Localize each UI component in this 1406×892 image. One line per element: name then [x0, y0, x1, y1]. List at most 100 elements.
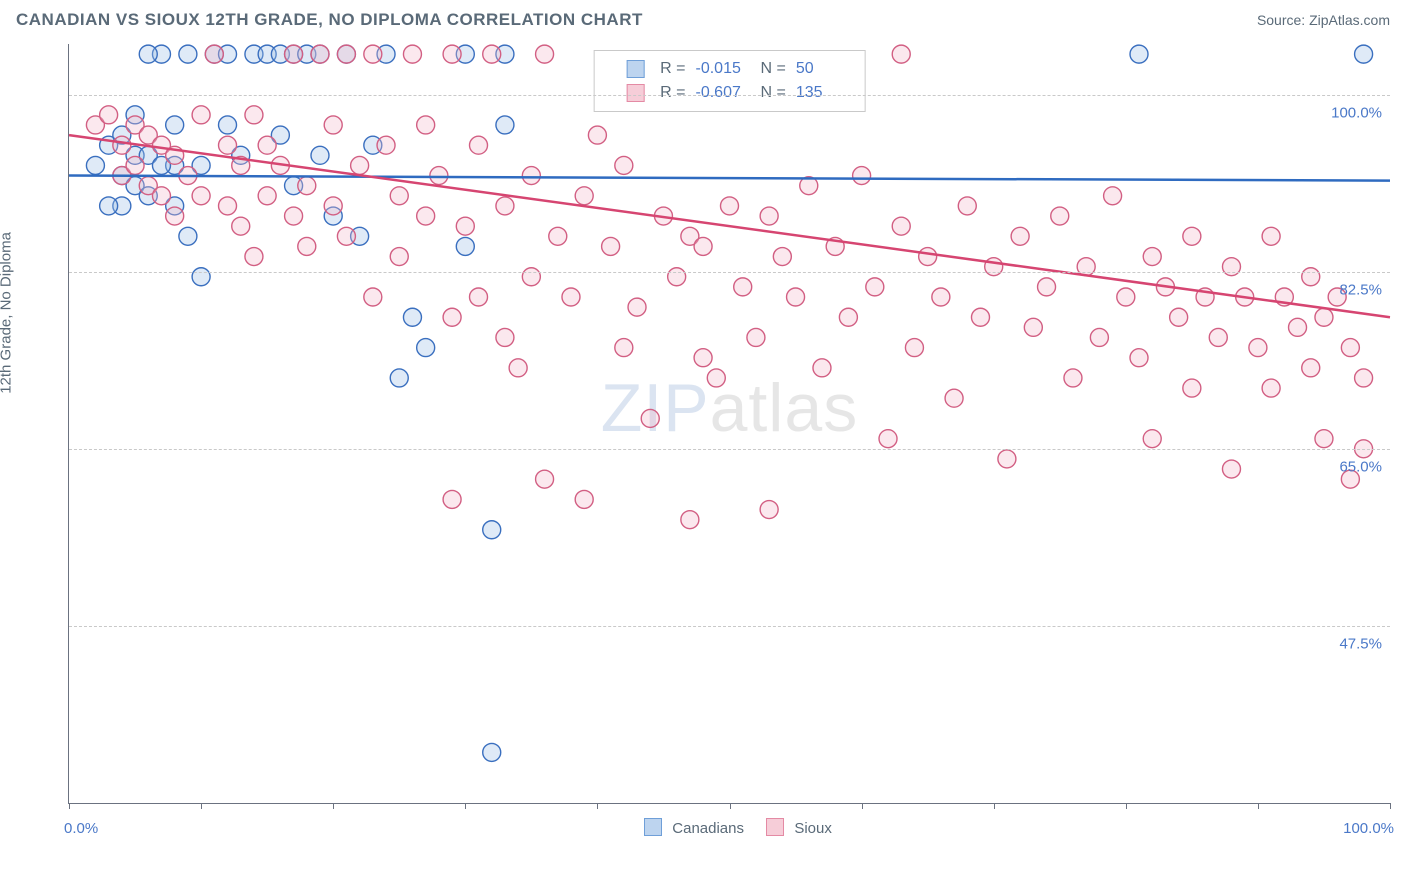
data-point [536, 45, 554, 63]
data-point [456, 237, 474, 255]
data-point [1104, 187, 1122, 205]
data-point [602, 237, 620, 255]
data-point [179, 227, 197, 245]
data-point [1302, 268, 1320, 286]
data-point [892, 217, 910, 235]
data-point [324, 116, 342, 134]
gridline [69, 95, 1390, 96]
data-point [1355, 369, 1373, 387]
data-point [1143, 430, 1161, 448]
data-point [403, 308, 421, 326]
data-point [483, 45, 501, 63]
data-point [258, 136, 276, 154]
data-point [192, 187, 210, 205]
data-point [285, 45, 303, 63]
data-point [879, 430, 897, 448]
data-point [417, 339, 435, 357]
data-point [522, 167, 540, 185]
data-point [721, 197, 739, 215]
stats-row: R =-0.607N =135 [608, 81, 851, 105]
data-point [1222, 460, 1240, 478]
data-point [337, 45, 355, 63]
data-point [615, 339, 633, 357]
data-point [205, 45, 223, 63]
data-point [1011, 227, 1029, 245]
data-point [152, 187, 170, 205]
data-point [1209, 328, 1227, 346]
gridline [69, 272, 1390, 273]
data-point [787, 288, 805, 306]
data-point [866, 278, 884, 296]
data-point [1051, 207, 1069, 225]
stats-legend-box: R =-0.015N =50R =-0.607N =135 [593, 50, 866, 112]
data-point [628, 298, 646, 316]
chart-container: 12th Grade, No Diploma ZIPatlas R =-0.01… [16, 44, 1390, 856]
legend-label: Canadians [668, 820, 748, 837]
data-point [575, 187, 593, 205]
data-point [945, 389, 963, 407]
data-point [707, 369, 725, 387]
data-point [1341, 339, 1359, 357]
data-point [179, 45, 197, 63]
data-point [694, 237, 712, 255]
y-tick-label: 82.5% [1339, 281, 1382, 298]
data-point [351, 156, 369, 174]
chart-title: CANADIAN VS SIOUX 12TH GRADE, NO DIPLOMA… [16, 10, 643, 30]
data-point [245, 248, 263, 266]
data-point [1024, 318, 1042, 336]
data-point [1143, 248, 1161, 266]
data-point [1302, 359, 1320, 377]
data-point [337, 227, 355, 245]
data-point [166, 116, 184, 134]
data-point [456, 217, 474, 235]
data-point [470, 136, 488, 154]
plot-area: ZIPatlas R =-0.015N =50R =-0.607N =135 4… [68, 44, 1390, 804]
data-point [919, 248, 937, 266]
data-point [100, 197, 118, 215]
data-point [575, 490, 593, 508]
data-point [496, 116, 514, 134]
data-point [219, 197, 237, 215]
data-point [1289, 318, 1307, 336]
data-point [377, 136, 395, 154]
data-point [1262, 379, 1280, 397]
data-point [1315, 430, 1333, 448]
data-point [549, 227, 567, 245]
data-point [536, 470, 554, 488]
data-point [470, 288, 488, 306]
data-point [166, 207, 184, 225]
data-point [285, 207, 303, 225]
data-point [139, 45, 157, 63]
data-point [126, 156, 144, 174]
data-point [1262, 227, 1280, 245]
data-point [443, 490, 461, 508]
data-point [417, 116, 435, 134]
legend-swatch [766, 818, 784, 836]
data-point [496, 197, 514, 215]
data-point [483, 743, 501, 761]
data-point [522, 268, 540, 286]
plot-svg [69, 44, 1390, 803]
data-point [773, 248, 791, 266]
data-point [390, 248, 408, 266]
data-point [892, 45, 910, 63]
data-point [298, 177, 316, 195]
trend-line [69, 176, 1390, 181]
y-tick-label: 100.0% [1331, 104, 1382, 121]
legend-swatch [626, 60, 644, 78]
legend-swatch [626, 84, 644, 102]
data-point [1222, 258, 1240, 276]
data-point [813, 359, 831, 377]
data-point [998, 450, 1016, 468]
data-point [641, 409, 659, 427]
y-axis-label: 12th Grade, No Diploma [0, 232, 15, 394]
legend-swatch [644, 818, 662, 836]
data-point [1064, 369, 1082, 387]
data-point [985, 258, 1003, 276]
data-point [1130, 45, 1148, 63]
stats-row: R =-0.015N =50 [608, 57, 851, 81]
data-point [760, 501, 778, 519]
data-point [760, 207, 778, 225]
gridline [69, 626, 1390, 627]
data-point [1117, 288, 1135, 306]
